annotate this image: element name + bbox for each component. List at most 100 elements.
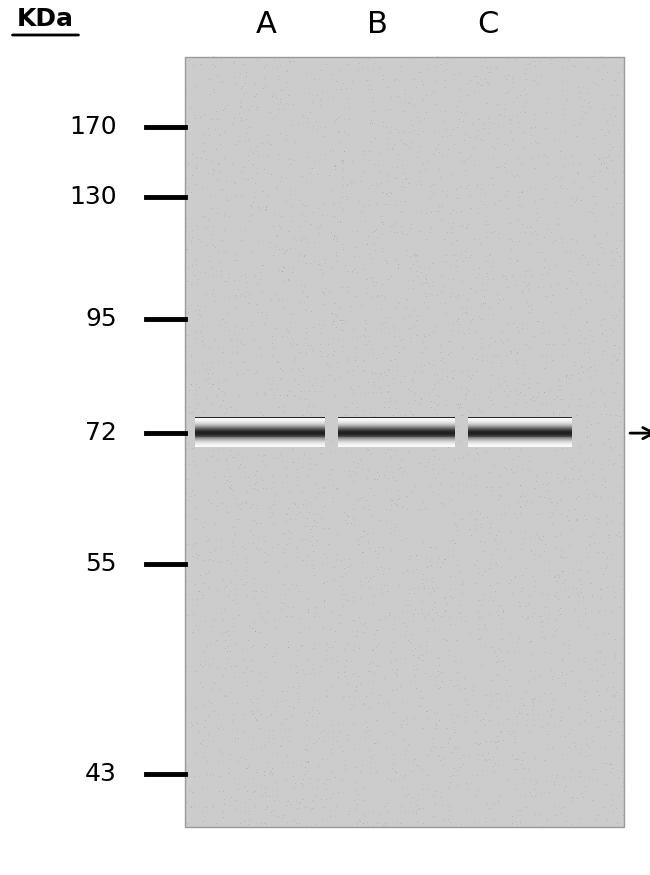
Bar [468,418,572,421]
Bar [195,433,325,435]
Bar [468,430,572,432]
Bar [468,430,572,431]
Bar [195,426,325,428]
Bar [338,444,455,445]
Bar [338,446,455,447]
Bar [338,417,455,419]
Bar [468,442,572,444]
Bar [468,439,572,441]
Bar [338,418,455,421]
Bar [195,431,325,432]
Bar [195,444,325,445]
Bar [338,423,455,425]
Bar [338,423,455,424]
Bar [195,429,325,430]
Bar [338,438,455,440]
Text: 170: 170 [70,115,117,139]
Bar [468,420,572,422]
Bar [338,424,455,425]
Bar [338,438,455,439]
Bar [338,434,455,436]
Bar [338,433,455,435]
Bar [468,442,572,444]
Bar [468,424,572,425]
Bar [468,441,572,442]
Bar [468,444,572,445]
Bar [468,445,572,447]
Bar [338,436,455,437]
Bar [195,424,325,426]
Bar [195,419,325,420]
Bar [468,431,572,434]
Bar [468,436,572,438]
Bar [185,57,624,827]
Bar [468,446,572,447]
Bar [195,441,325,443]
Bar [468,422,572,424]
Bar [338,442,455,444]
Bar [468,426,572,428]
Bar [338,432,455,434]
Bar [468,441,572,443]
Bar [338,445,455,447]
Bar [195,438,325,439]
Bar [195,442,325,444]
Text: KDa: KDa [17,7,74,31]
Text: 95: 95 [85,307,117,332]
Bar [338,426,455,428]
Bar [338,421,455,422]
Bar [195,433,325,436]
Bar [195,432,325,434]
Bar [468,438,572,439]
Bar [338,436,455,438]
Bar [468,428,572,429]
Bar [338,439,455,440]
Bar [468,432,572,434]
Bar [468,418,572,419]
Bar [195,436,325,438]
Bar [195,423,325,424]
Bar [338,426,455,427]
Bar [195,431,325,434]
Bar [338,437,455,438]
Bar [195,423,325,425]
Bar [468,423,572,424]
Bar [195,430,325,432]
Bar [468,440,572,441]
Bar [468,423,572,425]
Bar [338,442,455,444]
Bar [195,435,325,437]
Bar [195,439,325,441]
Bar [338,430,455,431]
Bar [468,422,572,423]
Bar [195,439,325,440]
Bar [195,444,325,445]
Bar [195,443,325,444]
Bar [468,429,572,430]
Bar [338,429,455,430]
Bar [468,434,572,436]
Bar [468,435,572,437]
Bar [195,422,325,423]
Bar [338,431,455,432]
Text: 130: 130 [70,185,117,209]
Bar [338,441,455,443]
Bar [195,427,325,428]
Bar [338,440,455,441]
Bar [338,419,455,420]
Bar [195,421,325,422]
Bar [468,421,572,422]
Bar [195,440,325,441]
Bar [195,445,325,446]
Bar [468,427,572,430]
Bar [338,430,455,432]
Bar [195,441,325,442]
Bar [195,427,325,430]
Bar [195,442,325,444]
Bar [338,424,455,426]
Bar [468,431,572,432]
Bar [468,420,572,421]
Bar [338,429,455,430]
Bar [468,444,572,445]
Bar [195,429,325,430]
